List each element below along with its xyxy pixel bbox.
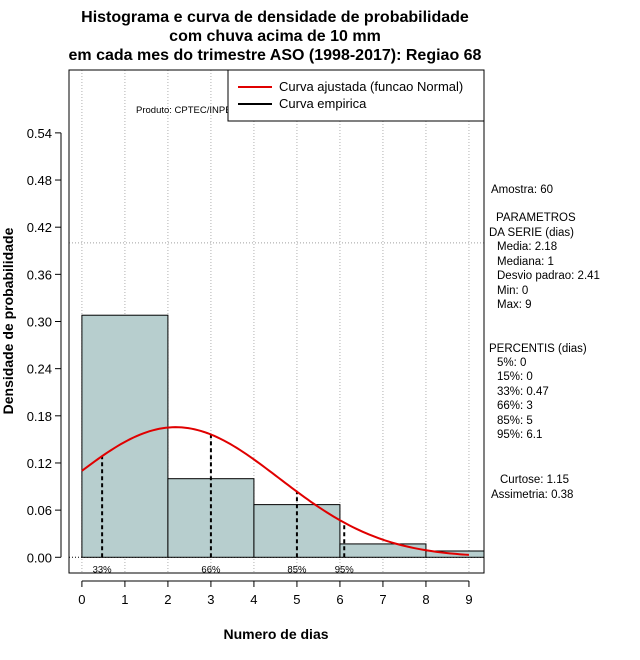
- percentile-markers: 33% 66% 85% 95%: [93, 434, 355, 575]
- y-tick-label: 0.06: [27, 503, 52, 518]
- x-tick-label: 7: [379, 592, 386, 607]
- legend-box: [227, 69, 485, 122]
- stat-p85: 85%: 5: [497, 415, 533, 427]
- stat-mediana: Mediana: 1: [497, 256, 554, 268]
- stat-param-header-2: DA SERIE (dias): [489, 227, 574, 239]
- x-tick-label: 9: [465, 592, 472, 607]
- stat-p5: 5%: 0: [497, 357, 526, 369]
- histogram-bar: [339, 543, 427, 558]
- x-tick-label: 3: [207, 592, 214, 607]
- y-axis: 0.00 0.06 0.12 0.18 0.24 0.30 0.36 0.42 0.48 0.54: [27, 126, 62, 565]
- y-tick-label: 0.30: [27, 315, 52, 330]
- x-tick-label: 0: [78, 592, 85, 607]
- product-label: Produto: CPTEC/INPE: [136, 105, 232, 116]
- stat-p15: 15%: 0: [497, 371, 533, 383]
- stat-p66: 66%: 3: [497, 400, 533, 412]
- x-tick-label: 5: [293, 592, 300, 607]
- chart-title-line-2: com chuva acima de 10 mm: [169, 28, 381, 45]
- y-axis-title: Densidade de probabilidade: [0, 227, 16, 414]
- x-axis: 0 1 2 3 4 5 6 7 8 9: [78, 580, 473, 607]
- stat-assimetria: Assimetria: 0.38: [491, 489, 573, 501]
- stat-max: Max: 9: [497, 299, 532, 311]
- legend-label-fit: Curva ajustada (funcao Normal): [279, 79, 463, 94]
- y-tick-label: 0.48: [27, 173, 52, 188]
- legend: Curva ajustada (funcao Normal) Curva emp…: [227, 69, 485, 122]
- y-tick-label: 0.42: [27, 220, 52, 235]
- x-tick-label: 4: [250, 592, 257, 607]
- x-tick-label: 8: [422, 592, 429, 607]
- normal-fit-curve: [81, 426, 470, 556]
- x-tick-label: 2: [164, 592, 171, 607]
- histogram-bar: [81, 314, 169, 558]
- percentile-label: 85%: [287, 564, 307, 575]
- stat-param-header-1: PARAMETROS: [496, 212, 576, 224]
- x-axis-title: Numero de dias: [223, 626, 328, 642]
- legend-label-empirical: Curva empirica: [279, 96, 367, 111]
- stat-perc-header: PERCENTIS (dias): [489, 343, 587, 355]
- y-tick-label: 0.12: [27, 456, 52, 471]
- y-tick-label: 0.24: [27, 362, 52, 377]
- percentile-label: 33%: [93, 564, 113, 575]
- stat-min: Min: 0: [497, 285, 528, 297]
- stats-panel: Amostra: 60 PARAMETROS DA SERIE (dias) M…: [489, 184, 600, 501]
- normal-curve-group: [81, 426, 470, 556]
- chart-title-line-3: em cada mes do trimestre ASO (1998-2017)…: [69, 47, 482, 64]
- stat-p95: 95%: 6.1: [497, 429, 542, 441]
- y-tick-label: 0.18: [27, 409, 52, 424]
- percentile-label: 66%: [201, 564, 221, 575]
- stat-desvio: Desvio padrao: 2.41: [497, 270, 600, 282]
- x-tick-label: 1: [121, 592, 128, 607]
- y-tick-label: 0.36: [27, 267, 52, 282]
- stat-curtose: Curtose: 1.15: [500, 474, 569, 486]
- y-tick-label: 0.00: [27, 550, 52, 565]
- chart-title-line-1: Histograma e curva de densidade de proba…: [81, 9, 469, 26]
- percentile-label: 95%: [335, 564, 355, 575]
- stat-p33: 33%: 0.47: [497, 386, 549, 398]
- stat-media: Media: 2.18: [497, 241, 557, 253]
- histogram-bars: [81, 314, 485, 558]
- y-tick-label: 0.54: [27, 126, 52, 141]
- stat-amostra: Amostra: 60: [491, 184, 553, 196]
- x-tick-label: 6: [336, 592, 343, 607]
